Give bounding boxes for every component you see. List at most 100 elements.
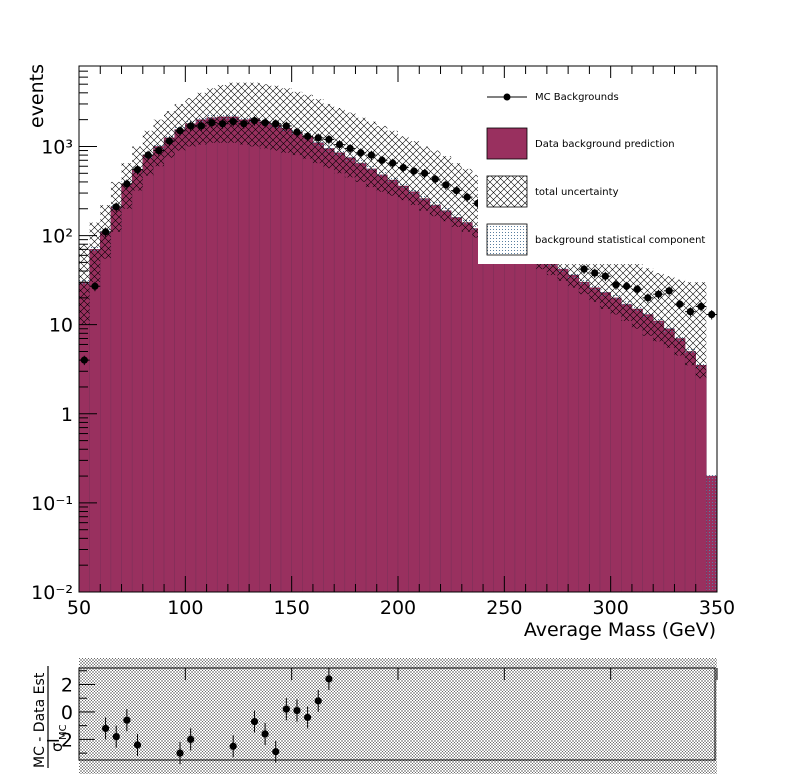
main-axes: 50 100 150 200 250 300 350 1 10 10⁻² 10⁻¹ 10² 10³ <box>31 65 735 619</box>
prediction-bar <box>238 119 250 592</box>
uncertainty-bin <box>695 282 707 379</box>
uncertainty-bin <box>89 222 101 283</box>
prediction-bar <box>610 297 622 592</box>
prediction-bar <box>365 168 377 592</box>
ratio-point <box>314 697 322 705</box>
ratio-y-title: MC - Data Est σ MC <box>32 666 69 768</box>
prediction-bar <box>312 142 324 592</box>
prediction-bar <box>482 231 494 592</box>
legend-mc-label: MC Backgrounds <box>535 92 619 103</box>
y-tick-label: 10³ <box>41 136 73 158</box>
prediction-bar <box>429 204 441 592</box>
prediction-bar <box>504 241 516 592</box>
prediction-bar <box>419 198 431 592</box>
prediction-bar <box>216 116 229 592</box>
prediction-bar <box>535 258 548 592</box>
prediction-bar <box>163 137 175 592</box>
mc-point <box>442 181 450 189</box>
ratio-point <box>250 717 259 726</box>
prediction-bar <box>397 185 409 592</box>
prediction-bar <box>142 154 154 592</box>
mc-point <box>623 282 631 290</box>
x-tick-label: 200 <box>380 597 416 619</box>
prediction-bar <box>684 351 696 592</box>
mc-point <box>218 120 227 128</box>
mc-point <box>389 159 397 167</box>
mc-points <box>79 116 717 366</box>
mc-point <box>282 122 290 130</box>
mc-point <box>261 119 269 127</box>
uncertainty-bin <box>653 273 664 342</box>
y-tick-label: 10⁻² <box>31 582 73 604</box>
prediction-bar <box>493 237 505 592</box>
mc-point <box>452 186 461 195</box>
prediction-bar <box>589 287 601 592</box>
ratio-point <box>112 733 120 741</box>
prediction-bar <box>153 146 165 592</box>
ratio-axes: 2 0 −2 <box>45 668 718 754</box>
uncertainty-bin <box>206 88 218 143</box>
legend-unc-label: total uncertainty <box>535 187 619 198</box>
prediction-bar <box>408 191 420 592</box>
mc-point <box>133 166 142 174</box>
x-tick-label: 350 <box>699 597 735 619</box>
mc-point <box>91 282 99 290</box>
mc-point <box>676 300 684 308</box>
mc-point <box>144 151 152 159</box>
y-tick-label: 10⁻¹ <box>31 493 73 515</box>
ratio-y-title-numerator: MC - Data Est <box>32 672 48 768</box>
mc-point <box>399 163 407 172</box>
prediction-bar <box>206 117 218 592</box>
ratio-point <box>133 741 142 749</box>
uncertainty-bin <box>238 82 250 145</box>
prediction-bar <box>344 157 356 592</box>
mc-point <box>208 119 216 127</box>
prediction-bar <box>185 123 197 592</box>
prediction-bar <box>461 222 473 592</box>
prediction-bar <box>376 174 388 592</box>
prediction-histogram <box>79 116 717 592</box>
uncertainty-bin <box>270 85 282 151</box>
ratio-point <box>123 716 131 724</box>
y-tick-label: 10 <box>49 315 73 337</box>
mc-point <box>601 272 609 280</box>
ratio-points <box>101 668 333 765</box>
uncertainty-bin <box>685 282 696 366</box>
mc-point <box>708 310 716 319</box>
prediction-bar <box>674 338 686 592</box>
mc-point <box>665 287 673 295</box>
mc-point <box>410 167 418 175</box>
prediction-bar <box>599 292 611 592</box>
prediction-bar <box>387 179 399 592</box>
prediction-bar <box>302 136 314 592</box>
prediction-bar <box>557 268 569 592</box>
mc-point <box>612 281 620 289</box>
x-tick-label: 150 <box>274 597 310 619</box>
mc-point <box>686 308 695 316</box>
legend-mc-marker <box>503 93 511 101</box>
prediction-bar <box>110 206 122 592</box>
stat-band-bin <box>706 473 717 592</box>
mc-point <box>293 128 301 136</box>
mc-point <box>654 290 663 298</box>
prediction-bar <box>652 320 665 592</box>
mc-point <box>229 118 237 126</box>
prediction-bar <box>514 246 526 592</box>
mc-point <box>325 135 333 144</box>
uncertainty-bin <box>164 111 175 158</box>
mc-point <box>272 120 280 128</box>
ratio-point <box>176 749 184 757</box>
ratio-y-title-denominator-sub: MC <box>58 724 69 740</box>
prediction-bar <box>291 131 303 592</box>
prediction-bar <box>546 263 558 592</box>
prediction-bar <box>195 119 207 592</box>
prediction-bar <box>333 152 346 592</box>
ratio-y-tick-label: 0 <box>61 702 73 724</box>
ratio-point <box>293 706 301 715</box>
ratio-frame <box>78 667 716 761</box>
prediction-bar <box>525 251 537 592</box>
prediction-bar <box>270 124 282 592</box>
mc-point <box>644 294 652 302</box>
prediction-bar <box>131 169 144 592</box>
